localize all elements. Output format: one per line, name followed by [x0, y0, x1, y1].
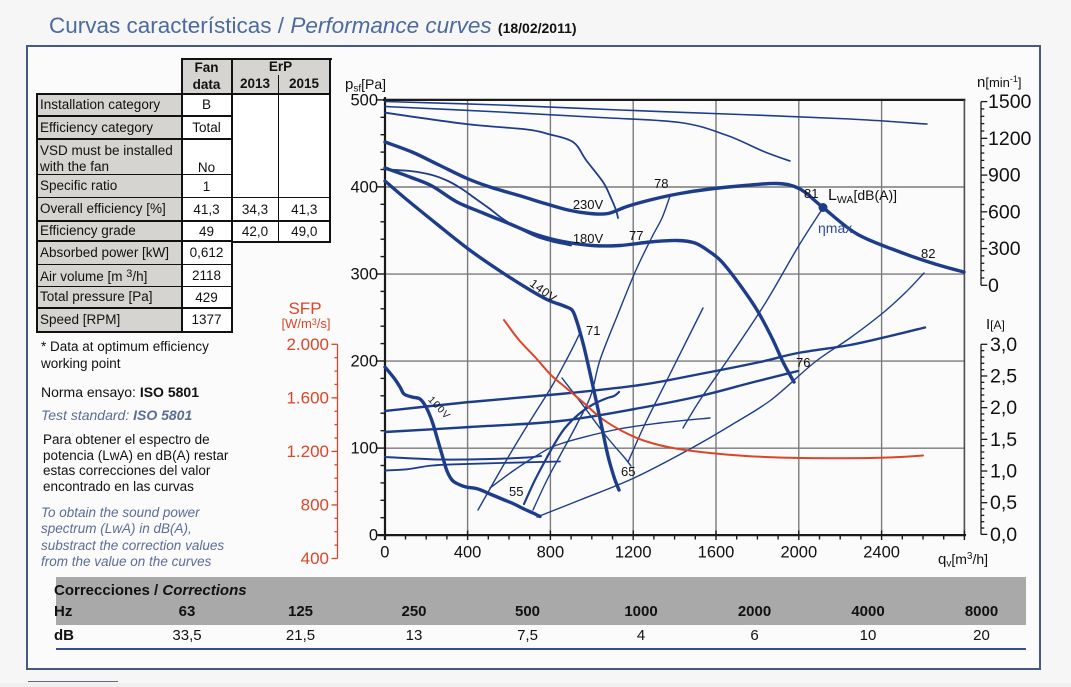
svg-text:3,0: 3,0: [990, 334, 1017, 356]
svg-text:81: 81: [804, 186, 818, 201]
svg-text:0: 0: [369, 527, 378, 545]
svg-text:82: 82: [921, 246, 935, 261]
svg-text:0,0: 0,0: [990, 524, 1017, 546]
svg-text:180V: 180V: [573, 231, 604, 246]
svg-text:1600: 1600: [698, 544, 735, 562]
svg-text:1.200: 1.200: [286, 442, 329, 461]
svg-text:600: 600: [988, 201, 1021, 223]
svg-text:1,0: 1,0: [990, 461, 1017, 483]
svg-text:65: 65: [621, 464, 635, 479]
svg-text:100: 100: [350, 440, 378, 458]
svg-text:77: 77: [629, 228, 643, 243]
svg-text:0,5: 0,5: [990, 492, 1017, 514]
svg-text:400: 400: [454, 544, 482, 562]
svg-text:0: 0: [380, 544, 389, 562]
svg-text:qv[m3/h]: qv[m3/h]: [938, 551, 988, 570]
svg-text:800: 800: [537, 544, 565, 562]
svg-text:2,0: 2,0: [990, 397, 1017, 419]
svg-text:800: 800: [301, 495, 329, 514]
svg-text:2.000: 2.000: [286, 335, 329, 354]
svg-text:psf[Pa]: psf[Pa]: [345, 76, 386, 95]
svg-text:LWA[dB(A)]: LWA[dB(A)]: [828, 187, 897, 206]
svg-text:1200: 1200: [988, 128, 1032, 150]
svg-text:400: 400: [301, 549, 329, 568]
svg-text:2400: 2400: [863, 544, 900, 562]
svg-text:2000: 2000: [780, 544, 817, 562]
svg-text:n[min-1]: n[min-1]: [977, 74, 1022, 91]
svg-text:300: 300: [988, 238, 1021, 260]
svg-text:76: 76: [796, 355, 810, 370]
svg-text:71: 71: [586, 323, 600, 338]
svg-text:500: 500: [350, 91, 378, 109]
svg-text:300: 300: [350, 266, 378, 284]
svg-text:200: 200: [350, 353, 378, 371]
svg-text:1200: 1200: [615, 544, 652, 562]
svg-text:55: 55: [509, 484, 523, 499]
svg-text:0: 0: [988, 275, 999, 297]
svg-text:1.600: 1.600: [286, 388, 329, 407]
svg-text:400: 400: [350, 178, 378, 196]
svg-text:900: 900: [988, 165, 1021, 187]
svg-text:78: 78: [654, 176, 668, 191]
svg-text:ηmax: ηmax: [818, 220, 852, 236]
svg-text:2,5: 2,5: [990, 366, 1017, 388]
svg-text:230V: 230V: [573, 197, 604, 212]
svg-text:1,5: 1,5: [990, 429, 1017, 451]
svg-text:1500: 1500: [988, 91, 1032, 113]
svg-text:I[A]: I[A]: [986, 316, 1005, 333]
